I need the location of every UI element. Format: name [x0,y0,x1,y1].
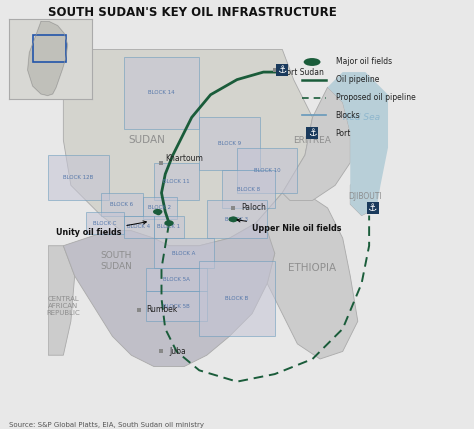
Ellipse shape [228,217,238,222]
Text: Paloch: Paloch [241,203,265,212]
Text: ERITREA: ERITREA [293,136,331,145]
Polygon shape [350,170,377,215]
Polygon shape [64,223,275,366]
Text: Unity oil fields: Unity oil fields [56,221,146,237]
Polygon shape [146,269,207,291]
Text: BLOCK 10: BLOCK 10 [254,168,281,173]
Text: ⚓: ⚓ [308,128,317,138]
Polygon shape [48,246,75,355]
Polygon shape [143,196,177,219]
Polygon shape [256,193,358,359]
Ellipse shape [164,220,174,226]
Text: BLOCK 12B: BLOCK 12B [64,175,93,180]
Text: DJIBOUTI: DJIBOUTI [348,192,382,201]
Polygon shape [154,163,199,200]
Polygon shape [283,87,350,200]
Polygon shape [64,49,312,246]
Text: BLOCK C: BLOCK C [93,221,117,226]
Text: Proposed oil pipeline: Proposed oil pipeline [336,93,415,102]
Polygon shape [146,291,207,321]
Text: Rumbek: Rumbek [146,305,178,314]
Text: BLOCK 1: BLOCK 1 [157,224,181,230]
Text: BLOCK 5B: BLOCK 5B [163,304,190,308]
Polygon shape [222,170,275,208]
Polygon shape [124,57,199,129]
Text: SUDAN: SUDAN [128,135,165,145]
Text: SOUTH SUDAN'S KEY OIL INFRASTRUCTURE: SOUTH SUDAN'S KEY OIL INFRASTRUCTURE [48,6,337,19]
Text: BLOCK 3: BLOCK 3 [226,217,248,222]
Text: BLOCK 2: BLOCK 2 [148,205,171,211]
Text: ETHIOPIA: ETHIOPIA [289,263,337,273]
Polygon shape [199,261,275,336]
Text: SOUTH
SUDAN: SOUTH SUDAN [100,251,132,271]
Ellipse shape [304,58,320,66]
Text: CENTRAL
AFRICAN
REPUBLIC: CENTRAL AFRICAN REPUBLIC [46,296,80,316]
Text: Port: Port [336,129,351,138]
Text: BLOCK 4: BLOCK 4 [128,224,150,230]
Text: ⚓: ⚓ [368,203,377,213]
Text: Khartoum: Khartoum [165,154,203,163]
Polygon shape [124,215,154,238]
Text: BLOCK 8: BLOCK 8 [237,187,260,192]
Polygon shape [199,118,260,170]
Text: Juba: Juba [169,347,186,356]
Polygon shape [27,22,67,96]
Ellipse shape [153,209,163,214]
Text: BLOCK 14: BLOCK 14 [148,91,175,95]
Polygon shape [101,193,143,215]
Text: Port Sudan: Port Sudan [283,68,324,76]
Polygon shape [48,155,109,200]
Text: Source: S&P Global Platts, EIA, South Sudan oil ministry: Source: S&P Global Platts, EIA, South Su… [9,422,204,428]
Polygon shape [207,200,267,238]
Text: ⚓: ⚓ [278,65,287,75]
Polygon shape [86,212,124,234]
Text: Red Sea: Red Sea [343,113,380,122]
Text: BLOCK 6: BLOCK 6 [110,202,133,207]
Text: BLOCK 11: BLOCK 11 [163,179,190,184]
Text: Upper Nile oil fields: Upper Nile oil fields [237,219,342,233]
Text: Major oil fields: Major oil fields [336,57,392,66]
Polygon shape [154,238,214,269]
Bar [33,35,66,62]
Polygon shape [237,148,297,193]
Text: BLOCK A: BLOCK A [173,251,196,256]
Text: BLOCK 5A: BLOCK 5A [163,277,190,282]
Polygon shape [154,215,184,238]
Text: BLOCK B: BLOCK B [225,296,249,301]
Text: Oil pipeline: Oil pipeline [336,75,379,84]
Text: BLOCK 9: BLOCK 9 [218,141,241,146]
Polygon shape [328,72,388,215]
Text: Blocks: Blocks [336,111,360,120]
